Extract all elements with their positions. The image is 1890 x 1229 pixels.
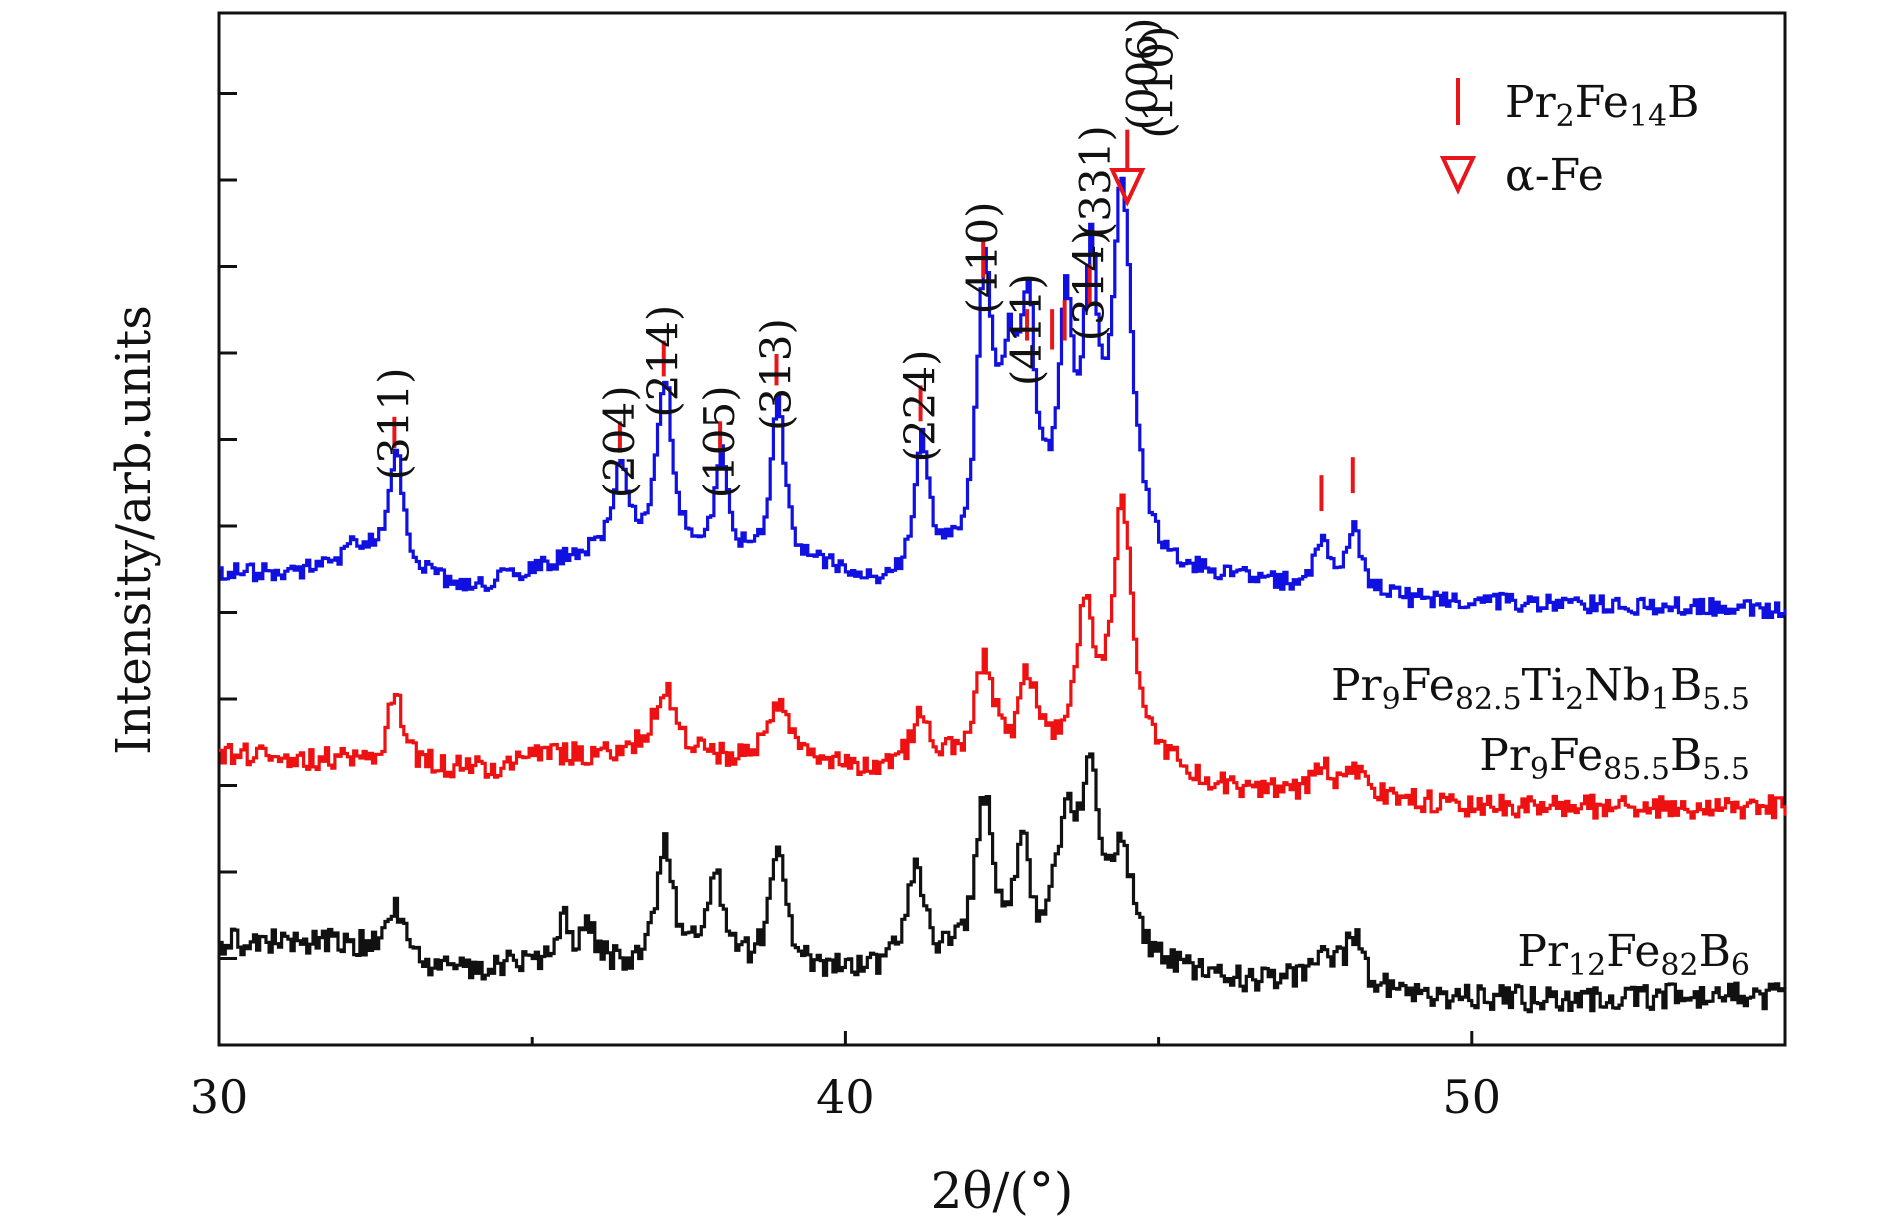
peak-hkl-label: (311) xyxy=(369,368,418,481)
peak-hkl-label: (314) xyxy=(1065,228,1114,341)
series-line-1 xyxy=(219,493,1787,820)
x-axis-ticks: 30 40 50 xyxy=(190,1031,1501,1124)
peak-hkl-label: (411) xyxy=(1002,273,1051,386)
peak-hkl-label: (313) xyxy=(752,318,801,431)
x-tick-label: 30 xyxy=(190,1070,249,1124)
peak-hkl-label: (410) xyxy=(958,202,1007,315)
peak-hkl-label: (110) xyxy=(1134,26,1183,139)
series-line-2 xyxy=(219,752,1787,1014)
peak-hkl-label: (224) xyxy=(896,350,945,463)
peak-hkl-label: (105) xyxy=(695,385,744,498)
x-tick-label: 40 xyxy=(816,1070,875,1124)
legend-triangle-marker xyxy=(1439,156,1477,195)
y-axis-label: Intensity/arb.units xyxy=(106,305,162,755)
series-label-layer: Pr9Fe82.5Ti2Nb1B5.5 Pr9Fe85.5B5.5 Pr12Fe82… xyxy=(1331,660,1750,983)
series-line-0 xyxy=(219,176,1787,619)
series-layer xyxy=(219,176,1787,1014)
peak-marker-layer: (311) (204)(214)(105)(313) (224) (410)(411)… xyxy=(369,18,1355,512)
peak-hkl-label: (204) xyxy=(595,385,644,498)
peak-hkl-label: (214) xyxy=(639,305,688,418)
peak-hkl-label: (331) xyxy=(1071,125,1120,238)
x-axis-label: 2θ/(°) xyxy=(931,1162,1074,1220)
plot-frame xyxy=(217,11,1787,1047)
alpha-fe-marker xyxy=(1109,167,1146,207)
x-tick-label: 50 xyxy=(1443,1070,1502,1124)
legend-label-pr2fe14b: Pr2Fe14B xyxy=(1505,77,1699,134)
series-label-0: Pr9Fe82.5Ti2Nb1B5.5 xyxy=(1331,660,1750,717)
peak-hkl-label: (006) xyxy=(1118,18,1167,131)
y-axis-ticks xyxy=(219,92,237,960)
series-label-2: Pr12Fe82B6 xyxy=(1517,926,1750,983)
series-label-1: Pr9Fe85.5B5.5 xyxy=(1479,730,1750,787)
legend-label-alpha-fe: α-Fe xyxy=(1505,150,1604,201)
legend: Pr2Fe14B α-Fe xyxy=(1439,77,1699,201)
